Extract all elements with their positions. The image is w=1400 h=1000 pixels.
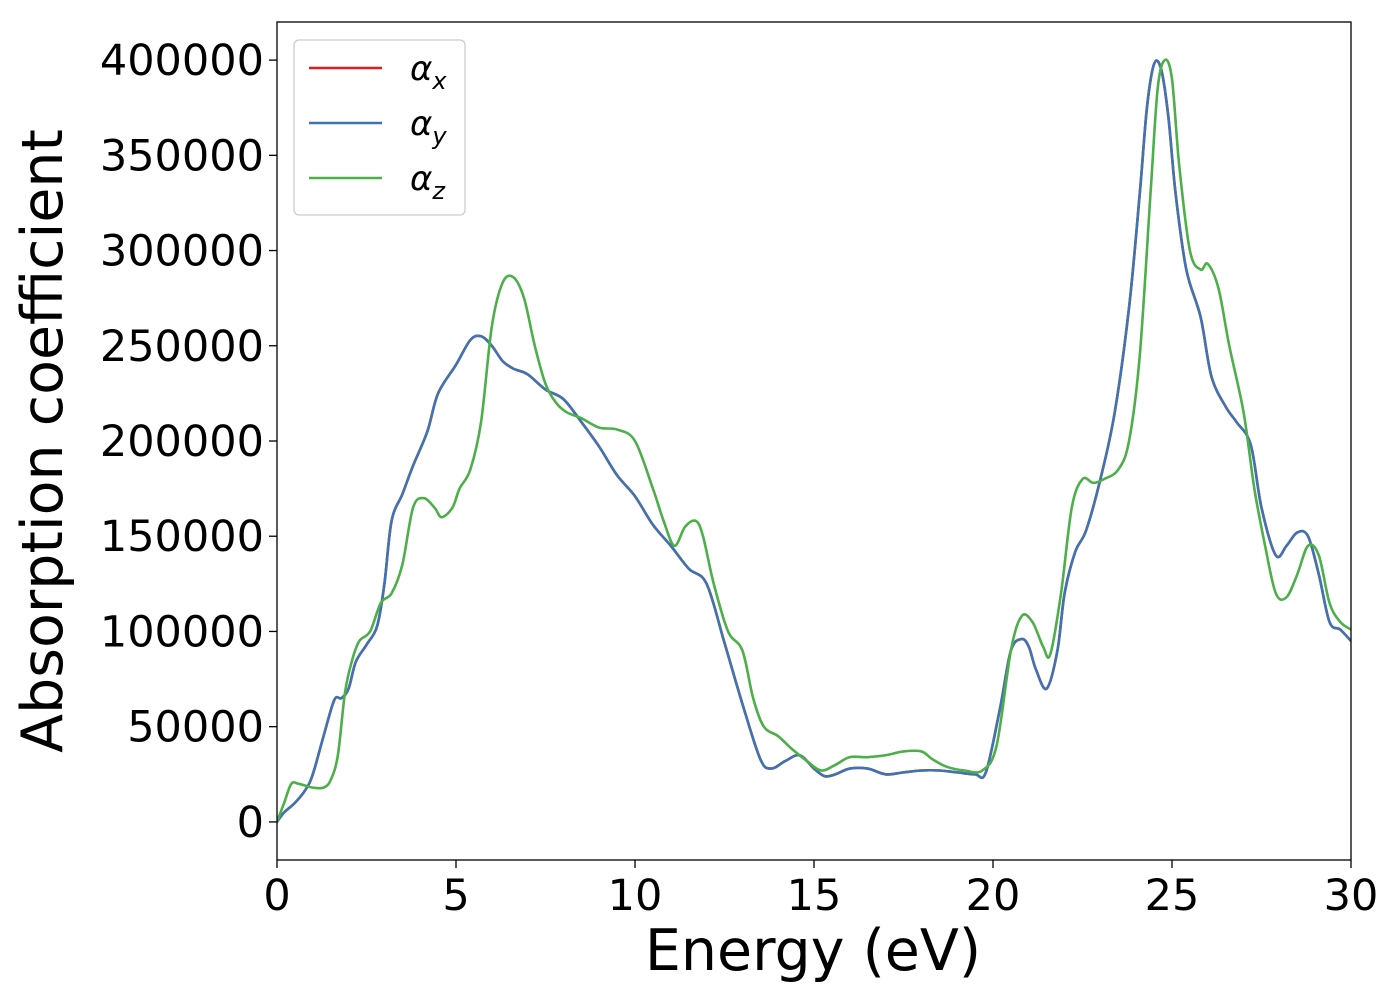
y-tick-label: 250000 — [100, 322, 264, 372]
legend-label-z: αz — [410, 159, 446, 205]
y-tick-label: 0 — [237, 798, 264, 848]
x-tick-label: 20 — [966, 871, 1021, 921]
x-tick-label: 15 — [787, 871, 842, 921]
plot-lines — [277, 58, 1351, 824]
y-tick-label: 400000 — [100, 36, 264, 86]
x-tick-label: 25 — [1145, 871, 1200, 921]
legend-label-x: αx — [410, 49, 447, 95]
x-axis-ticks: 0 5 10 15 20 25 30 — [263, 860, 1378, 921]
x-tick-label: 0 — [263, 871, 290, 921]
y-tick-label: 350000 — [100, 131, 264, 181]
y-tick-label: 150000 — [100, 512, 264, 562]
series-line-y — [277, 59, 1351, 824]
series-line-z — [277, 58, 1351, 824]
x-tick-label: 10 — [608, 871, 663, 921]
x-axis-label: Energy (eV) — [645, 918, 981, 984]
y-axis-label: Absorption coefficient — [10, 129, 76, 753]
y-tick-label: 50000 — [127, 703, 264, 753]
y-axis-ticks: 0 50000 100000 150000 200000 250000 300000 3500… — [100, 36, 277, 848]
legend-label-y: αy — [410, 104, 447, 150]
y-tick-label: 200000 — [100, 417, 264, 467]
y-tick-label: 100000 — [100, 607, 264, 657]
legend: αx αy αz — [293, 39, 466, 216]
x-tick-label: 30 — [1324, 871, 1379, 921]
y-tick-label: 300000 — [100, 227, 264, 277]
legend-box — [293, 39, 466, 216]
x-tick-label: 5 — [442, 871, 469, 921]
